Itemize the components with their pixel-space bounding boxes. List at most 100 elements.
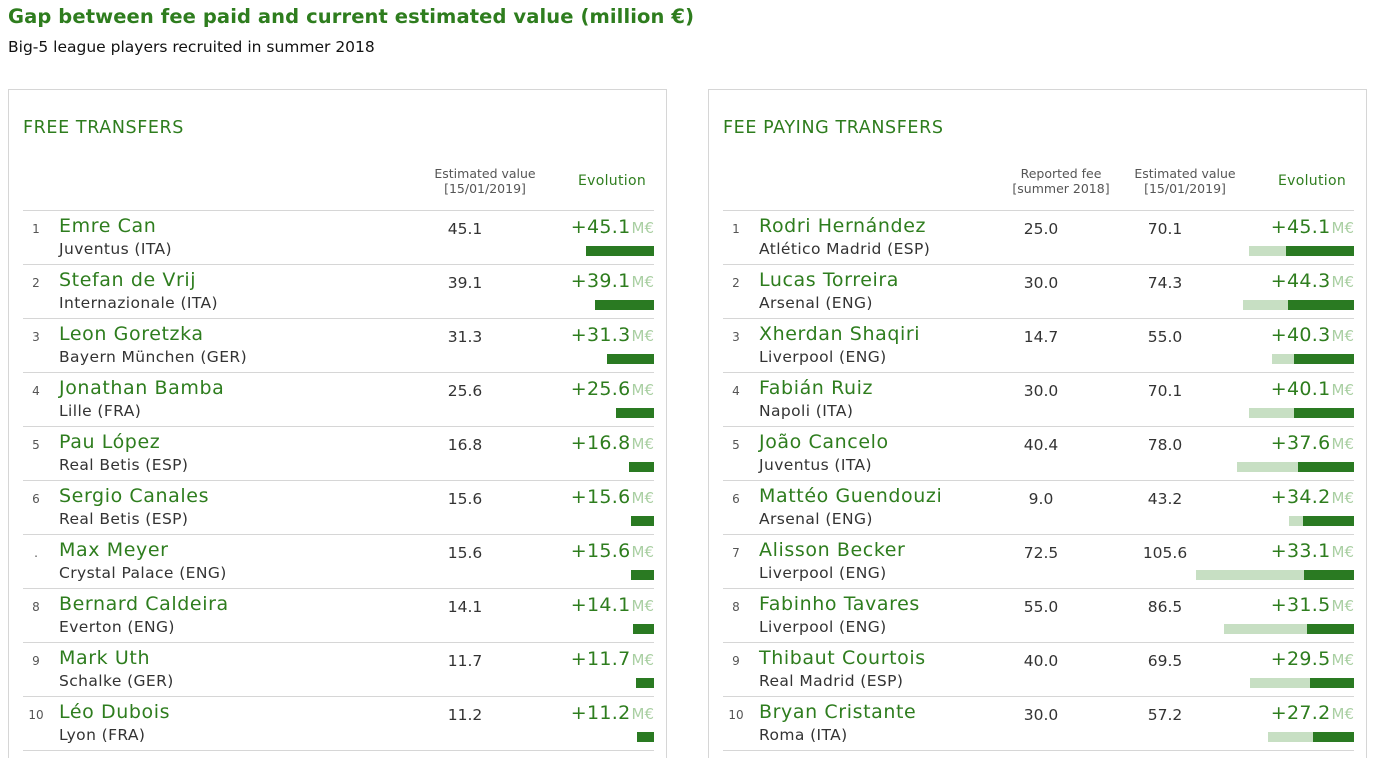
evolution-number: +33.1 xyxy=(1270,540,1331,562)
estimated-value: 86.5 xyxy=(1147,598,1183,616)
gain-bar xyxy=(636,678,654,688)
evolution-unit: M€ xyxy=(631,219,655,237)
evolution-value: +40.1M€ xyxy=(1271,378,1354,400)
paying-col-estimated-value: Estimated value [15/01/2019] xyxy=(1125,166,1245,196)
table-row: 10 Léo Dubois Lyon (FRA) 11.2 +11.2M€ xyxy=(23,697,654,751)
evolution-value: +15.6M€ xyxy=(571,486,654,508)
player-club: Crystal Palace (ENG) xyxy=(59,564,227,582)
fee-bar xyxy=(1237,462,1298,472)
row-rank: 2 xyxy=(732,276,740,290)
evolution-unit: M€ xyxy=(1331,273,1355,291)
row-rank: 3 xyxy=(732,330,740,344)
reported-fee-value: 30.0 xyxy=(1023,706,1059,724)
estimated-value: 16.8 xyxy=(447,436,483,454)
player-club: Liverpool (ENG) xyxy=(759,564,887,582)
table-row: . Max Meyer Crystal Palace (ENG) 15.6 +15.6M… xyxy=(23,535,654,589)
gain-bar xyxy=(1287,300,1354,310)
fee-bar xyxy=(1248,246,1287,256)
reported-fee-value: 14.7 xyxy=(1023,328,1059,346)
evolution-unit: M€ xyxy=(1331,219,1355,237)
player-club: Napoli (ITA) xyxy=(759,402,854,420)
player-name: Jonathan Bamba xyxy=(59,377,225,399)
fee-bar xyxy=(1248,408,1294,418)
gain-bar xyxy=(1293,354,1354,364)
table-row: 6 Sergio Canales Real Betis (ESP) 15.6 +15.6… xyxy=(23,481,654,535)
evolution-bar xyxy=(484,516,654,526)
evolution-value: +16.8M€ xyxy=(571,432,654,454)
free-transfers-panel: FREE TRANSFERS Estimated value [15/01/20… xyxy=(8,89,667,758)
evolution-value: +11.7M€ xyxy=(571,648,654,670)
row-rank: 5 xyxy=(32,438,40,452)
evolution-unit: M€ xyxy=(631,273,655,291)
player-club: Juventus (ITA) xyxy=(59,240,172,258)
row-rank: 1 xyxy=(732,222,740,236)
reported-fee-value: 25.0 xyxy=(1023,220,1059,238)
evolution-number: +39.1 xyxy=(570,270,631,292)
player-name: Alisson Becker xyxy=(759,539,906,561)
player-club: Juventus (ITA) xyxy=(759,456,872,474)
evolution-value: +44.3M€ xyxy=(1271,270,1354,292)
player-name: João Cancelo xyxy=(759,431,889,453)
player-club: Atlético Madrid (ESP) xyxy=(759,240,931,258)
evolution-number: +25.6 xyxy=(570,378,631,400)
evolution-number: +27.2 xyxy=(1270,702,1331,724)
evolution-bar xyxy=(484,624,654,634)
player-name: Mattéo Guendouzi xyxy=(759,485,943,507)
evolution-value: +31.5M€ xyxy=(1271,594,1354,616)
evolution-bar xyxy=(1184,678,1354,688)
estimated-value: 70.1 xyxy=(1147,220,1183,238)
free-col-evolution: Evolution xyxy=(578,173,646,189)
evolution-number: +45.1 xyxy=(1270,216,1331,238)
table-row: 1 Emre Can Juventus (ITA) 45.1 +45.1M€ xyxy=(23,211,654,265)
player-club: Liverpool (ENG) xyxy=(759,348,887,366)
player-club: Everton (ENG) xyxy=(59,618,175,636)
row-rank: . xyxy=(34,546,38,560)
paying-col-reported-fee-line1: Reported fee xyxy=(1020,166,1102,181)
fee-bar xyxy=(1249,678,1310,688)
fee-bar xyxy=(1224,624,1307,634)
table-row: 10 Bryan Cristante Roma (ITA) 30.0 57.2 +27.2… xyxy=(723,697,1354,751)
player-club: Real Madrid (ESP) xyxy=(759,672,904,690)
evolution-unit: M€ xyxy=(1331,327,1355,345)
gain-bar xyxy=(1309,678,1354,688)
evolution-number: +34.2 xyxy=(1270,486,1331,508)
gain-bar xyxy=(632,624,654,634)
player-name: Sergio Canales xyxy=(59,485,210,507)
evolution-unit: M€ xyxy=(631,705,655,723)
gain-bar xyxy=(1302,516,1354,526)
reported-fee-value: 55.0 xyxy=(1023,598,1059,616)
evolution-value: +11.2M€ xyxy=(571,702,654,724)
player-name: Xherdan Shaqiri xyxy=(759,323,921,345)
evolution-value: +45.1M€ xyxy=(1271,216,1354,238)
estimated-value: 74.3 xyxy=(1147,274,1183,292)
evolution-bar xyxy=(484,462,654,472)
evolution-bar xyxy=(1184,516,1354,526)
player-club: Liverpool (ENG) xyxy=(759,618,887,636)
row-rank: 6 xyxy=(732,492,740,506)
paying-col-reported-fee: Reported fee [summer 2018] xyxy=(1001,166,1121,196)
evolution-unit: M€ xyxy=(1331,543,1355,561)
gain-bar xyxy=(630,570,654,580)
estimated-value: 11.2 xyxy=(447,706,483,724)
evolution-unit: M€ xyxy=(631,327,655,345)
evolution-number: +31.5 xyxy=(1270,594,1331,616)
table-row: 1 Rodri Hernández Atlético Madrid (ESP) 25.… xyxy=(723,211,1354,265)
free-col-estimated-value: Estimated value [15/01/2019] xyxy=(425,166,545,196)
evolution-bar xyxy=(484,246,654,256)
row-rank: 3 xyxy=(32,330,40,344)
player-name: Lucas Torreira xyxy=(759,269,900,291)
gain-bar xyxy=(1286,246,1354,256)
evolution-value: +40.3M€ xyxy=(1271,324,1354,346)
table-row: 5 Pau López Real Betis (ESP) 16.8 +16.8M€ xyxy=(23,427,654,481)
player-name: Mark Uth xyxy=(59,647,151,669)
table-row: 5 João Cancelo Juventus (ITA) 40.4 78.0 +37.6… xyxy=(723,427,1354,481)
fee-bar xyxy=(1195,570,1305,580)
row-rank: 9 xyxy=(732,654,740,668)
player-club: Internazionale (ITA) xyxy=(59,294,218,312)
player-club: Lyon (FRA) xyxy=(59,726,146,744)
table-row: 2 Stefan de Vrij Internazionale (ITA) 39.1 +… xyxy=(23,265,654,319)
row-rank: 9 xyxy=(32,654,40,668)
gain-bar xyxy=(637,732,654,742)
evolution-value: +45.1M€ xyxy=(571,216,654,238)
gain-bar xyxy=(628,462,654,472)
